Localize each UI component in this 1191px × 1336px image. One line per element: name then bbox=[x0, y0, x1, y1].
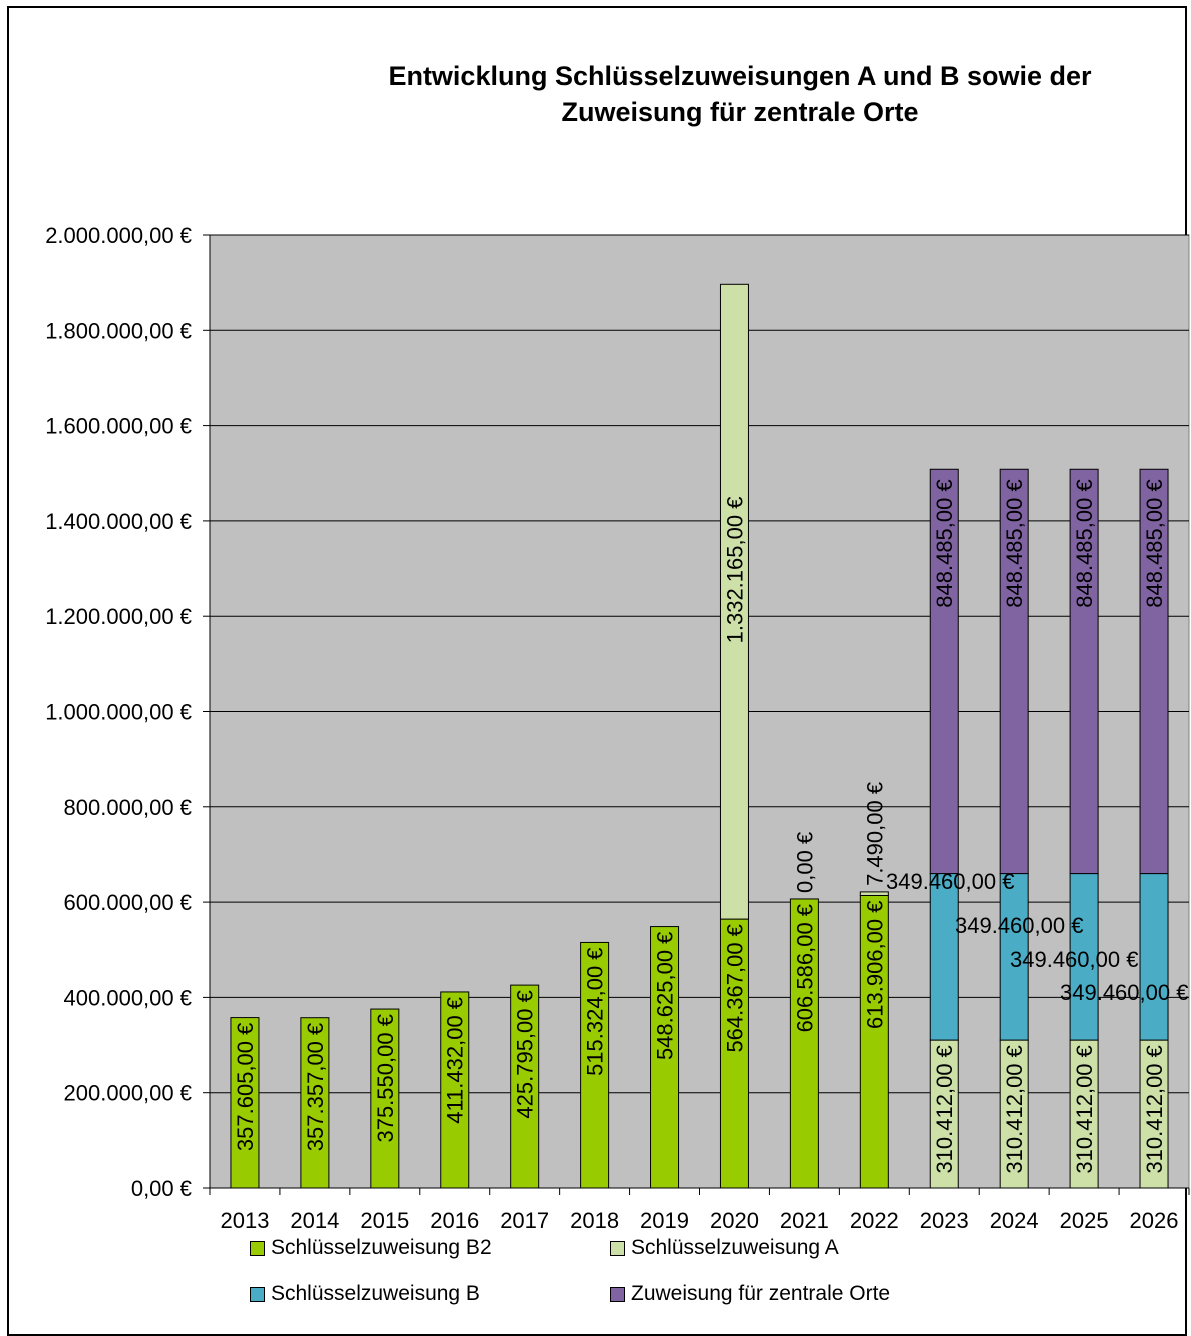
bar-segment bbox=[859, 894, 889, 1189]
legend-swatch-zentrale bbox=[610, 1286, 625, 1302]
x-tick-label: 2015 bbox=[360, 1208, 409, 1233]
y-tick-label: 0,00 € bbox=[131, 1176, 192, 1201]
legend-swatch-b bbox=[250, 1286, 265, 1302]
bar-segment bbox=[719, 283, 749, 920]
legend-label-a: Schlüsselzuweisung A bbox=[631, 1236, 839, 1259]
x-tick-label: 2020 bbox=[710, 1208, 759, 1233]
legend-swatch-a bbox=[610, 1240, 625, 1256]
data-label: 848.485,00 € bbox=[932, 479, 957, 607]
bar-segment bbox=[929, 468, 959, 875]
bar-segment bbox=[300, 1017, 330, 1189]
bar-segment bbox=[1069, 468, 1099, 875]
y-tick-label: 400.000,00 € bbox=[64, 985, 192, 1010]
bar-segment bbox=[230, 1017, 260, 1189]
legend-swatch-b2 bbox=[250, 1240, 265, 1256]
bar-segment bbox=[650, 926, 680, 1189]
y-tick-label: 1.400.000,00 € bbox=[45, 509, 192, 534]
y-tick-label: 600.000,00 € bbox=[64, 890, 192, 915]
y-tick-label: 1.600.000,00 € bbox=[45, 414, 192, 439]
data-label: 564.367,00 € bbox=[722, 924, 747, 1052]
data-label: 349.460,00 € bbox=[955, 913, 1083, 938]
x-tick-label: 2026 bbox=[1130, 1208, 1179, 1233]
data-label: 375.550,00 € bbox=[373, 1014, 398, 1142]
bar-segment bbox=[999, 1039, 1029, 1189]
data-label: 848.485,00 € bbox=[1142, 479, 1167, 607]
bar-segment bbox=[929, 873, 959, 1041]
data-label: 357.357,00 € bbox=[303, 1023, 328, 1151]
x-tick-label: 2013 bbox=[220, 1208, 269, 1233]
data-label: 411.432,00 € bbox=[443, 997, 468, 1124]
data-label: 349.460,00 € bbox=[1060, 980, 1188, 1005]
legend-label-b2: Schlüsselzuweisung B2 bbox=[271, 1236, 492, 1259]
legend-item-b2: Schlüsselzuweisung B2 bbox=[250, 1236, 492, 1260]
bar-segment bbox=[1069, 873, 1099, 1041]
data-label: 310.412,00 € bbox=[1002, 1045, 1027, 1173]
data-label: 606.586,00 € bbox=[792, 904, 817, 1032]
data-label: 310.412,00 € bbox=[1072, 1045, 1097, 1173]
data-label: 310.412,00 € bbox=[1142, 1045, 1167, 1173]
x-tick-label: 2024 bbox=[990, 1208, 1039, 1233]
y-tick-label: 1.800.000,00 € bbox=[45, 318, 192, 343]
data-label: 425.795,00 € bbox=[513, 990, 538, 1118]
bar-segment bbox=[370, 1008, 400, 1189]
data-label: 7.490,00 € bbox=[862, 782, 887, 886]
x-tick-label: 2021 bbox=[780, 1208, 829, 1233]
data-label: 310.412,00 € bbox=[932, 1045, 957, 1173]
bar-segment bbox=[1139, 1039, 1169, 1189]
x-tick-label: 2014 bbox=[290, 1208, 339, 1233]
x-tick-label: 2023 bbox=[920, 1208, 969, 1233]
data-label: 848.485,00 € bbox=[1072, 479, 1097, 607]
x-tick-label: 2025 bbox=[1060, 1208, 1109, 1233]
x-tick-label: 2018 bbox=[570, 1208, 619, 1233]
data-label: 357.605,00 € bbox=[233, 1023, 258, 1151]
legend-label-b: Schlüsselzuweisung B bbox=[271, 1282, 480, 1305]
data-label: 848.485,00 € bbox=[1002, 479, 1027, 607]
chart-title: Entwicklung Schlüsselzuweisungen A und B… bbox=[388, 61, 1092, 127]
bar-segment bbox=[999, 873, 1029, 1041]
data-label: 349.460,00 € bbox=[1010, 947, 1138, 972]
y-tick-label: 200.000,00 € bbox=[64, 1081, 192, 1106]
x-tick-label: 2019 bbox=[640, 1208, 689, 1233]
y-tick-label: 1.000.000,00 € bbox=[45, 700, 192, 725]
data-label: 548.625,00 € bbox=[653, 932, 678, 1060]
bar-segment bbox=[510, 984, 540, 1189]
legend-label-zentrale: Zuweisung für zentrale Orte bbox=[631, 1282, 891, 1305]
data-label: 613.906,00 € bbox=[862, 900, 887, 1028]
y-tick-label: 2.000.000,00 € bbox=[45, 223, 192, 248]
x-tick-label: 2016 bbox=[430, 1208, 479, 1233]
y-tick-label: 1.200.000,00 € bbox=[45, 604, 192, 629]
data-label: 515.324,00 € bbox=[583, 947, 608, 1075]
y-tick-label: 800.000,00 € bbox=[64, 795, 192, 820]
bar-segment bbox=[1069, 1039, 1099, 1189]
legend-item-a: Schlüsselzuweisung A bbox=[610, 1236, 839, 1260]
bar-segment bbox=[719, 918, 749, 1189]
bar-segment bbox=[789, 898, 819, 1189]
x-tick-label: 2022 bbox=[850, 1208, 899, 1233]
data-label: 349.460,00 € bbox=[886, 869, 1014, 894]
data-label: 0,00 € bbox=[792, 832, 817, 893]
bar-segment bbox=[1139, 873, 1169, 1041]
legend-item-b: Schlüsselzuweisung B bbox=[250, 1282, 480, 1306]
legend-item-zentrale: Zuweisung für zentrale Orte bbox=[610, 1282, 890, 1306]
bar-segment bbox=[859, 891, 889, 896]
x-tick-label: 2017 bbox=[500, 1208, 549, 1233]
bar-segment bbox=[440, 991, 470, 1189]
data-label: 1.332.165,00 € bbox=[722, 497, 747, 644]
bar-segment bbox=[929, 1039, 959, 1189]
bar-segment bbox=[1139, 468, 1169, 875]
bar-segment bbox=[580, 941, 610, 1189]
bar-segment bbox=[999, 468, 1029, 875]
